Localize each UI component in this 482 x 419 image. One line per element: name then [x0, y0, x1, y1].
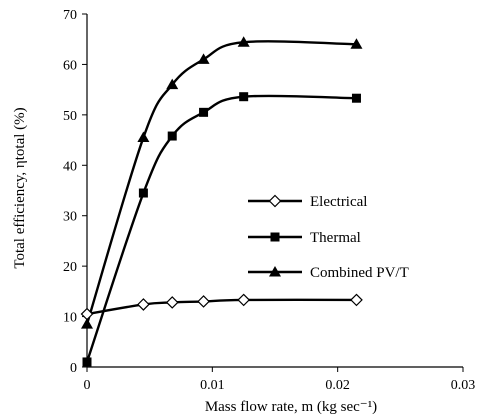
legend: Electrical Thermal Combined PV/T: [248, 194, 409, 281]
y-tick-label: 50: [63, 109, 77, 124]
x-tick-label: 0.03: [451, 378, 476, 393]
data-point-electrical: [350, 293, 363, 307]
ticks: 0 10 20 30 40 50 60 70 0 0.01 0.02 0.03: [63, 8, 475, 393]
data-point-thermal: [82, 357, 92, 367]
data-point-electrical: [137, 298, 150, 311]
x-tick-label: 0: [84, 378, 91, 393]
series-line-combined-pv-t: [85, 40, 357, 325]
x-axis-title: Mass flow rate, m (kg sec⁻¹): [205, 399, 377, 415]
data-point-thermal: [199, 107, 209, 117]
data-point-combined-pv-t: [350, 38, 363, 49]
y-tick-label: 30: [63, 210, 77, 225]
x-tick-label: 0.01: [200, 378, 225, 393]
data-point-combined-pv-t: [137, 131, 150, 143]
legend-marker-combined-pv-t: [269, 266, 281, 277]
y-tick-label: 60: [63, 58, 77, 73]
data-point-thermal: [239, 92, 249, 102]
legend-label-combined-pv-t: Combined PV/T: [310, 265, 409, 281]
series-markers: [80, 36, 363, 367]
y-tick-label: 10: [63, 311, 77, 326]
legend-marker-electrical: [268, 194, 282, 208]
data-point-combined-pv-t: [166, 78, 179, 90]
legend-label-electrical: Electrical: [310, 194, 367, 210]
data-point-electrical: [237, 293, 251, 307]
data-point-combined-pv-t: [237, 36, 250, 47]
data-point-combined-pv-t: [81, 318, 93, 329]
y-tick-label: 40: [63, 159, 77, 174]
data-point-electrical: [165, 296, 179, 309]
series-line-thermal: [85, 94, 357, 363]
data-point-electrical: [197, 295, 210, 308]
data-point-combined-pv-t: [197, 53, 210, 64]
legend-marker-thermal: [270, 232, 280, 242]
y-tick-label: 20: [63, 260, 77, 275]
data-point-thermal: [167, 131, 177, 141]
data-point-thermal: [138, 188, 148, 198]
x-tick-label: 0.02: [325, 378, 350, 393]
y-tick-label: 0: [70, 361, 77, 376]
y-tick-label: 70: [63, 8, 77, 23]
legend-label-thermal: Thermal: [310, 230, 361, 246]
y-axis-title: Total efficiency, ηtotal (%): [12, 107, 28, 268]
series-line-electrical: [86, 298, 357, 316]
data-point-thermal: [351, 93, 361, 103]
